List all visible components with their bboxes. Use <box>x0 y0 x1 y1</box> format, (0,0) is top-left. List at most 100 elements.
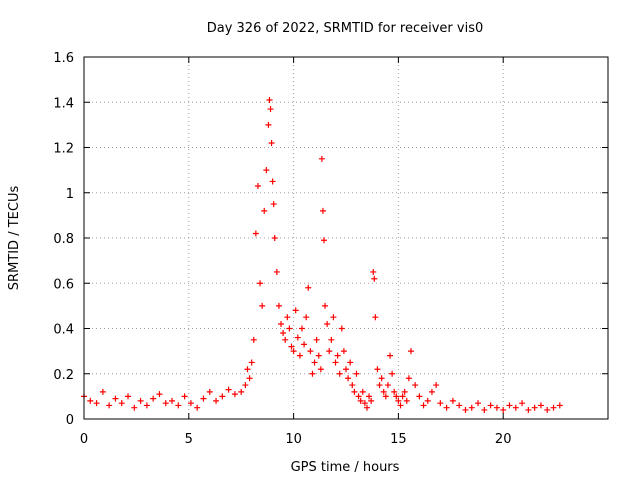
data-point <box>298 325 305 332</box>
data-point <box>273 268 280 275</box>
data-point <box>326 348 333 355</box>
data-point <box>315 352 322 359</box>
y-tick-label: 0 <box>66 413 74 428</box>
data-point <box>384 382 391 389</box>
data-point <box>305 284 312 291</box>
data-point <box>525 406 532 413</box>
data-point <box>456 402 463 409</box>
data-point <box>395 397 402 404</box>
data-point <box>353 370 360 377</box>
data-point <box>194 404 201 411</box>
data-point <box>363 404 370 411</box>
data-point <box>556 402 563 409</box>
y-axis: 0 0.2 0.4 0.6 0.8 1 1.2 1.4 1.6 <box>53 51 608 428</box>
data-point <box>428 388 435 395</box>
data-point <box>106 402 113 409</box>
data-point <box>219 393 226 400</box>
y-tick-label: 1.6 <box>53 51 74 66</box>
data-point <box>93 400 100 407</box>
data-point <box>307 348 314 355</box>
x-axis-label: GPS time / hours <box>291 460 400 475</box>
y-tick-label: 1.4 <box>53 96 74 111</box>
data-point <box>506 402 513 409</box>
data-point <box>271 235 278 241</box>
data-point <box>254 182 261 189</box>
data-point <box>282 336 289 343</box>
data-point <box>359 388 366 395</box>
x-tick-label: 0 <box>80 432 88 447</box>
data-point <box>382 393 389 400</box>
data-point <box>330 314 337 321</box>
data-point <box>420 402 427 409</box>
data-point <box>403 397 410 404</box>
y-tick-label: 0.6 <box>53 277 74 292</box>
data-point <box>280 330 287 337</box>
data-point <box>371 275 378 282</box>
data-point <box>266 96 273 103</box>
data-point <box>317 366 324 373</box>
data-point <box>372 314 379 321</box>
data-point <box>263 167 270 174</box>
data-point <box>278 320 285 327</box>
y-tick-label: 1.2 <box>53 142 74 157</box>
data-point <box>311 359 318 366</box>
data-points <box>81 96 563 413</box>
data-point <box>187 400 194 407</box>
data-point <box>512 404 519 411</box>
data-point <box>267 106 274 113</box>
data-point <box>248 359 255 366</box>
data-point <box>320 237 327 244</box>
data-point <box>242 382 249 389</box>
data-point <box>351 388 358 395</box>
data-point <box>206 388 213 395</box>
data-point <box>244 366 251 373</box>
data-point <box>261 207 268 214</box>
data-point <box>318 155 325 162</box>
plot-frame <box>83 56 609 420</box>
data-point <box>238 388 245 395</box>
data-point <box>288 343 295 350</box>
data-point <box>487 402 494 409</box>
data-point <box>374 366 381 373</box>
data-point <box>200 395 207 402</box>
data-point <box>537 402 544 409</box>
data-point <box>550 404 557 411</box>
data-point <box>349 382 356 389</box>
data-point <box>252 230 259 237</box>
data-point <box>500 406 507 413</box>
data-point <box>387 352 394 359</box>
data-point <box>118 400 125 407</box>
y-tick-label: 0.2 <box>53 368 74 383</box>
data-point <box>292 307 299 314</box>
data-point <box>399 393 406 400</box>
data-point <box>296 352 303 359</box>
data-point <box>269 178 276 185</box>
data-point <box>313 336 320 343</box>
data-point <box>137 397 144 404</box>
x-tick-label: 10 <box>285 432 302 447</box>
data-point <box>303 314 310 321</box>
x-tick-label: 15 <box>390 432 407 447</box>
data-point <box>284 314 291 321</box>
data-point <box>378 375 385 382</box>
data-point <box>401 388 408 395</box>
data-point <box>481 406 488 413</box>
data-point <box>412 382 419 389</box>
data-point <box>407 348 414 355</box>
data-point <box>328 336 335 343</box>
data-point <box>376 382 383 389</box>
data-point <box>355 393 362 400</box>
data-point <box>231 391 238 398</box>
data-point <box>389 370 396 377</box>
x-axis: 0 5 10 15 20 <box>80 57 511 447</box>
y-axis-label: SRMTID / TECUs <box>7 186 22 291</box>
data-point <box>343 366 349 373</box>
data-point <box>531 404 538 411</box>
y-tick-label: 0.4 <box>53 323 74 338</box>
data-point <box>475 400 482 407</box>
data-point <box>143 402 150 409</box>
data-point <box>265 121 272 128</box>
data-point <box>213 397 220 404</box>
data-point <box>257 280 264 287</box>
